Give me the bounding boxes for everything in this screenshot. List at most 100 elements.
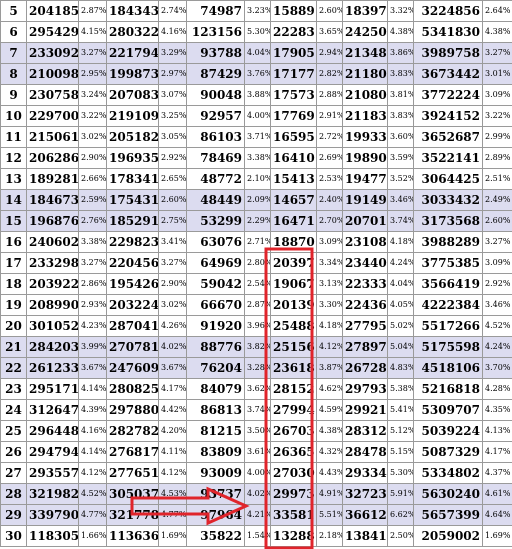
value-cell[interactable]: 295429: [26, 21, 79, 43]
percent-cell[interactable]: 2.40%: [316, 189, 343, 211]
value-cell[interactable]: 280825: [106, 378, 159, 400]
row-number[interactable]: 10: [0, 105, 27, 127]
percent-cell[interactable]: 5.91%: [387, 483, 414, 505]
value-cell[interactable]: 28478: [342, 441, 388, 463]
value-cell[interactable]: 13288: [270, 525, 317, 547]
percent-cell[interactable]: 4.91%: [316, 483, 343, 505]
value-cell[interactable]: 33581: [270, 504, 317, 526]
percent-cell[interactable]: 4.26%: [158, 315, 187, 337]
percent-cell[interactable]: 3.46%: [387, 189, 414, 211]
percent-cell[interactable]: 3.59%: [387, 147, 414, 169]
value-cell[interactable]: 15413: [270, 168, 317, 190]
percent-cell[interactable]: 4.43%: [316, 462, 343, 484]
percent-cell[interactable]: 3.82%: [244, 336, 271, 358]
percent-cell[interactable]: 4.77%: [158, 504, 187, 526]
value-cell[interactable]: 27795: [342, 315, 388, 337]
value-cell[interactable]: 20701: [342, 210, 388, 232]
value-cell[interactable]: 240602: [26, 231, 79, 253]
percent-cell[interactable]: 2.18%: [316, 525, 343, 547]
percent-cell[interactable]: 2.51%: [482, 168, 512, 190]
value-cell[interactable]: 5517266: [413, 315, 483, 337]
percent-cell[interactable]: 4.64%: [482, 504, 512, 526]
value-cell[interactable]: 5039224: [413, 420, 483, 442]
row-number[interactable]: 23: [0, 378, 27, 400]
percent-cell[interactable]: 2.97%: [158, 63, 187, 85]
value-cell[interactable]: 229700: [26, 105, 79, 127]
value-cell[interactable]: 19477: [342, 168, 388, 190]
percent-cell[interactable]: 3.67%: [158, 357, 187, 379]
value-cell[interactable]: 5657399: [413, 504, 483, 526]
value-cell[interactable]: 3775385: [413, 252, 483, 274]
value-cell[interactable]: 13841: [342, 525, 388, 547]
value-cell[interactable]: 5216818: [413, 378, 483, 400]
percent-cell[interactable]: 4.00%: [244, 105, 271, 127]
percent-cell[interactable]: 4.16%: [78, 420, 107, 442]
value-cell[interactable]: 276817: [106, 441, 159, 463]
value-cell[interactable]: 25156: [270, 336, 317, 358]
percent-cell[interactable]: 3.61%: [244, 441, 271, 463]
percent-cell[interactable]: 5.51%: [316, 504, 343, 526]
percent-cell[interactable]: 3.02%: [158, 294, 187, 316]
value-cell[interactable]: 175431: [106, 189, 159, 211]
value-cell[interactable]: 206286: [26, 147, 79, 169]
percent-cell[interactable]: 3.27%: [78, 42, 107, 64]
percent-cell[interactable]: 3.09%: [482, 84, 512, 106]
value-cell[interactable]: 4222384: [413, 294, 483, 316]
percent-cell[interactable]: 3.71%: [244, 126, 271, 148]
percent-cell[interactable]: 4.39%: [78, 399, 107, 421]
value-cell[interactable]: 19067: [270, 273, 317, 295]
value-cell[interactable]: 203224: [106, 294, 159, 316]
value-cell[interactable]: 35822: [186, 525, 245, 547]
percent-cell[interactable]: 5.30%: [387, 462, 414, 484]
percent-cell[interactable]: 3.81%: [387, 84, 414, 106]
value-cell[interactable]: 247609: [106, 357, 159, 379]
value-cell[interactable]: 48449: [186, 189, 245, 211]
percent-cell[interactable]: 4.61%: [482, 483, 512, 505]
row-number[interactable]: 5: [0, 0, 27, 22]
value-cell[interactable]: 284203: [26, 336, 79, 358]
value-cell[interactable]: 305037: [106, 483, 159, 505]
percent-cell[interactable]: 3.27%: [482, 231, 512, 253]
value-cell[interactable]: 17573: [270, 84, 317, 106]
value-cell[interactable]: 277651: [106, 462, 159, 484]
value-cell[interactable]: 2059002: [413, 525, 483, 547]
value-cell[interactable]: 205182: [106, 126, 159, 148]
value-cell[interactable]: 210098: [26, 63, 79, 85]
value-cell[interactable]: 27994: [270, 399, 317, 421]
percent-cell[interactable]: 2.64%: [482, 0, 512, 22]
value-cell[interactable]: 19890: [342, 147, 388, 169]
value-cell[interactable]: 339790: [26, 504, 79, 526]
percent-cell[interactable]: 3.46%: [482, 294, 512, 316]
percent-cell[interactable]: 2.92%: [158, 147, 187, 169]
percent-cell[interactable]: 1.69%: [482, 525, 512, 547]
percent-cell[interactable]: 3.96%: [244, 315, 271, 337]
row-number[interactable]: 25: [0, 420, 27, 442]
percent-cell[interactable]: 5.41%: [387, 399, 414, 421]
row-number[interactable]: 30: [0, 525, 27, 547]
value-cell[interactable]: 3924152: [413, 105, 483, 127]
row-number[interactable]: 27: [0, 462, 27, 484]
percent-cell[interactable]: 3.87%: [316, 357, 343, 379]
percent-cell[interactable]: 2.09%: [244, 189, 271, 211]
value-cell[interactable]: 297880: [106, 399, 159, 421]
percent-cell[interactable]: 3.23%: [244, 0, 271, 22]
percent-cell[interactable]: 4.05%: [387, 294, 414, 316]
percent-cell[interactable]: 3.01%: [482, 63, 512, 85]
percent-cell[interactable]: 4.21%: [244, 504, 271, 526]
value-cell[interactable]: 123156: [186, 21, 245, 43]
value-cell[interactable]: 20139: [270, 294, 317, 316]
value-cell[interactable]: 196935: [106, 147, 159, 169]
percent-cell[interactable]: 4.11%: [158, 441, 187, 463]
percent-cell[interactable]: 4.52%: [78, 483, 107, 505]
percent-cell[interactable]: 5.30%: [244, 21, 271, 43]
value-cell[interactable]: 221794: [106, 42, 159, 64]
percent-cell[interactable]: 2.49%: [482, 189, 512, 211]
percent-cell[interactable]: 2.87%: [244, 294, 271, 316]
value-cell[interactable]: 296448: [26, 420, 79, 442]
percent-cell[interactable]: 2.50%: [387, 525, 414, 547]
percent-cell[interactable]: 3.99%: [78, 336, 107, 358]
percent-cell[interactable]: 3.29%: [158, 42, 187, 64]
row-number[interactable]: 11: [0, 126, 27, 148]
percent-cell[interactable]: 4.02%: [158, 336, 187, 358]
value-cell[interactable]: 26728: [342, 357, 388, 379]
